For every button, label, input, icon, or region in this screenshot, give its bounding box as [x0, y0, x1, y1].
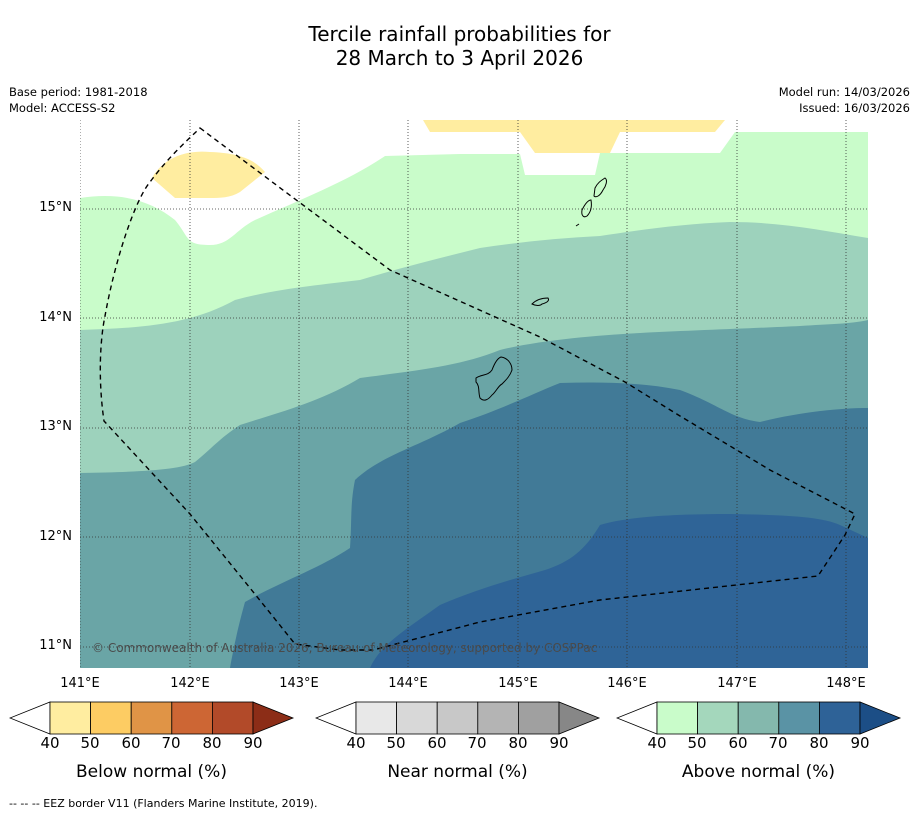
lon-label-146: 146°E [607, 676, 647, 691]
model-name: Model: ACCESS-S2 [9, 101, 116, 115]
map-svg [80, 120, 868, 668]
colorbar-segment-2 [697, 701, 739, 735]
island-rota [531, 297, 549, 306]
title-line-1: Tercile rainfall probabilities for [308, 22, 611, 46]
colorbar-max-arrow [252, 701, 295, 735]
lon-label-142: 142°E [170, 676, 210, 691]
cb-near-tick-80: 80 [508, 734, 528, 752]
cb-above-tick-80: 80 [809, 734, 829, 752]
lon-label-143: 143°E [279, 676, 319, 691]
colorbar-segment-3 [737, 701, 780, 735]
colorbar-max-arrow [558, 701, 601, 735]
chart-title: Tercile rainfall probabilities for 28 Ma… [0, 22, 919, 70]
zone-below-top [423, 120, 725, 153]
colorbar-near-scale [314, 701, 601, 735]
colorbar-min-arrow [314, 701, 357, 735]
meta-left: Base period: 1981-2018 Model: ACCESS-S2 [9, 84, 148, 116]
island-tinian [581, 199, 592, 218]
colorbar-segment-1 [49, 701, 91, 735]
cb-near-tick-50: 50 [386, 734, 406, 752]
cb-above-tick-60: 60 [728, 734, 748, 752]
lon-label-147: 147°E [717, 676, 757, 691]
lon-label-148: 148°E [826, 676, 866, 691]
colorbar-above: 40 50 60 70 80 90 Above normal (%) [615, 700, 906, 790]
lon-label-144: 144°E [388, 676, 428, 691]
lat-label-11: 11°N [39, 638, 72, 653]
colorbar-segment-1 [656, 701, 698, 735]
islands [475, 177, 607, 401]
colorbar-segment-5 [517, 701, 560, 735]
island-guam [475, 356, 513, 401]
colorbar-near: 40 50 60 70 80 90 Near normal (%) [314, 700, 605, 790]
cb-above-tick-40: 40 [647, 734, 667, 752]
eez-border [99, 127, 856, 651]
cb-near-tick-90: 90 [549, 734, 569, 752]
eez-footnote: -- -- -- EEZ border V11 (Flanders Marine… [9, 797, 318, 810]
colorbar-segment-2 [90, 701, 132, 735]
colorbar-min-arrow [615, 701, 658, 735]
cb-near-tick-40: 40 [346, 734, 366, 752]
island-aguijan [575, 223, 580, 227]
cb-above-tick-50: 50 [687, 734, 707, 752]
colorbar-above-scale [615, 701, 902, 735]
zone-above-80-90 [370, 514, 868, 668]
gridlines [80, 120, 868, 668]
lat-label-13: 13°N [39, 419, 72, 434]
cb-near-tick-70: 70 [467, 734, 487, 752]
lat-label-14: 14°N [39, 310, 72, 325]
cb-below-tick-40: 40 [40, 734, 60, 752]
lat-label-15: 15°N [39, 200, 72, 215]
model-run: Model run: 14/03/2026 [778, 85, 910, 99]
colorbar-above-label: Above normal (%) [681, 762, 836, 782]
colorbar-segment-2 [396, 701, 438, 735]
meta-right: Model run: 14/03/2026 Issued: 16/03/2026 [779, 84, 910, 116]
cb-below-tick-50: 50 [80, 734, 100, 752]
cb-above-tick-90: 90 [850, 734, 870, 752]
colorbar-below-scale [8, 701, 295, 735]
colorbar-max-arrow [859, 701, 902, 735]
map-panel[interactable]: © Commonwealth of Australia 2026, Bureau… [80, 120, 868, 668]
lat-label-12: 12°N [39, 529, 72, 544]
colorbar-segment-4 [778, 701, 820, 735]
island-saipan [593, 177, 607, 198]
cb-above-tick-70: 70 [768, 734, 788, 752]
colorbar-segment-4 [477, 701, 519, 735]
colorbar-segment-3 [130, 701, 173, 735]
cb-below-tick-80: 80 [202, 734, 222, 752]
lon-label-145: 145°E [498, 676, 538, 691]
colorbar-below-label: Below normal (%) [76, 762, 227, 782]
cb-near-tick-60: 60 [427, 734, 447, 752]
base-period: Base period: 1981-2018 [9, 85, 148, 99]
colorbar-segment-5 [818, 701, 861, 735]
title-line-2: 28 March to 3 April 2026 [335, 46, 584, 70]
copyright-text: © Commonwealth of Australia 2026, Bureau… [92, 641, 598, 655]
colorbar-segment-1 [355, 701, 397, 735]
colorbar-segment-3 [436, 701, 479, 735]
colorbar-min-arrow [8, 701, 51, 735]
cb-below-tick-60: 60 [121, 734, 141, 752]
colorbar-below: 40 50 60 70 80 90 Below normal (%) [8, 700, 299, 790]
zone-below-nw [152, 151, 265, 198]
colorbar-segment-4 [171, 701, 213, 735]
colorbar-near-label: Near normal (%) [387, 762, 528, 782]
cb-below-tick-70: 70 [161, 734, 181, 752]
lon-label-141: 141°E [60, 676, 100, 691]
colorbar-segment-5 [211, 701, 254, 735]
cb-below-tick-90: 90 [243, 734, 263, 752]
issued-date: Issued: 16/03/2026 [799, 101, 910, 115]
